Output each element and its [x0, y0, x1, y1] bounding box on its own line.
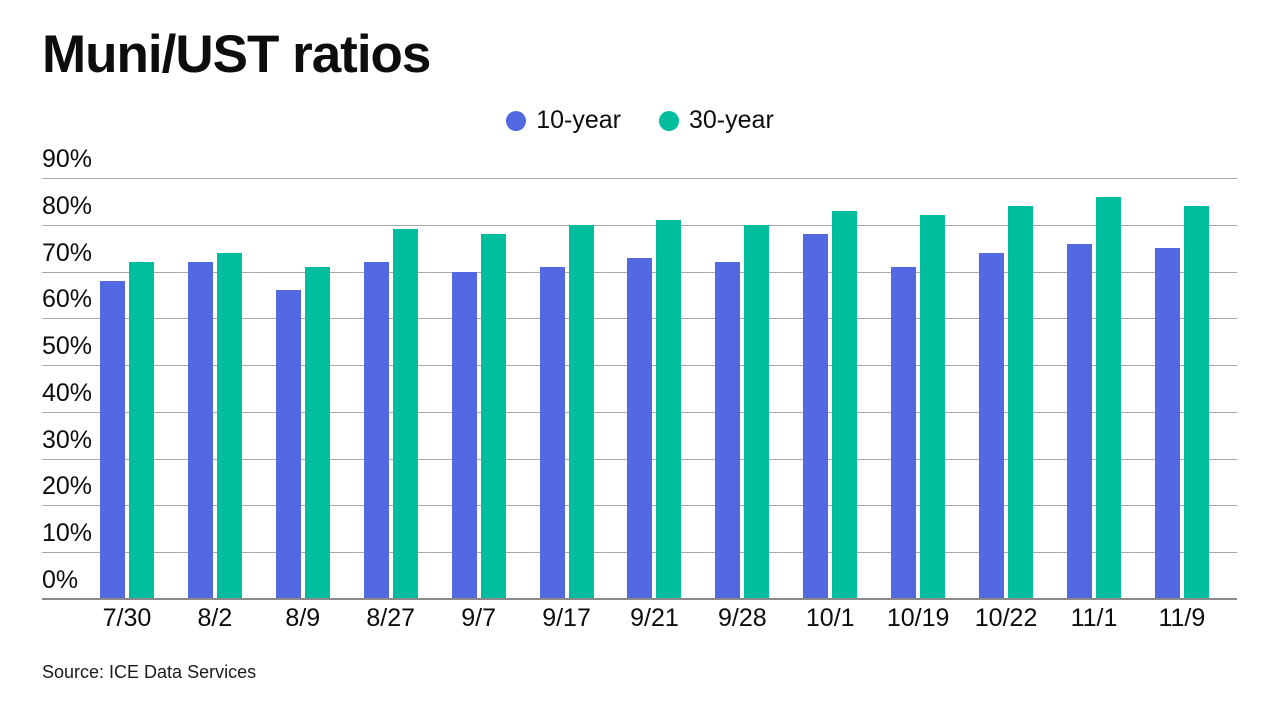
bar-group-8/27: [363, 178, 418, 599]
y-tick-label-60: 60%: [42, 285, 93, 314]
bar-group-9/28: [715, 178, 770, 599]
bar-10-year-8/27: [363, 262, 389, 599]
bar-group-8/2: [187, 178, 242, 599]
bar-10-year-9/28: [715, 262, 741, 599]
bar-30-year-10/19: [920, 215, 946, 599]
y-tick-label-40: 40%: [42, 378, 93, 407]
y-tick-label-80: 80%: [42, 191, 93, 220]
chart-plot: 0% 10% 20% 30% 40% 50% 60% 70% 80% 90%: [42, 147, 1237, 600]
x-axis-labels: 7/30 8/2 8/9 8/27 9/7 9/17 9/21 9/28 10/1 10/19 10…: [100, 604, 1209, 633]
x-tick-label-9/17: 9/17: [542, 604, 591, 632]
bar-30-year-8/27: [392, 229, 418, 599]
x-tick-label-8/2: 8/2: [197, 604, 233, 632]
legend-label-10-year: 10-year: [536, 106, 621, 134]
bar-group-11/1: [1066, 178, 1121, 599]
legend-item-30-year: 30-year: [659, 106, 774, 135]
x-tick-label-8/27: 8/27: [366, 604, 416, 632]
legend-dot-30-year-icon: [659, 110, 679, 131]
bar-10-year-9/21: [627, 257, 653, 599]
bar-group-11/9: [1154, 178, 1209, 599]
bar-30-year-9/28: [744, 224, 770, 599]
bar-10-year-7/30: [100, 280, 125, 599]
bar-10-year-11/9: [1154, 248, 1180, 599]
x-axis-line: [42, 598, 1237, 600]
bar-10-year-9/17: [539, 266, 565, 599]
bar-30-year-10/22: [1008, 206, 1034, 599]
y-tick-label-50: 50%: [42, 332, 93, 361]
legend-item-10-year: 10-year: [506, 106, 621, 135]
gridline-80: [42, 224, 1237, 226]
x-tick-label-11/9: 11/9: [1158, 604, 1206, 632]
bar-10-year-11/1: [1066, 243, 1092, 599]
bar-group-7/30: [100, 178, 154, 599]
bar-10-year-9/7: [451, 271, 477, 599]
y-tick-label-30: 30%: [42, 425, 93, 454]
x-tick-label-11/1: 11/1: [1070, 604, 1118, 632]
y-tick-label-20: 20%: [42, 472, 93, 501]
source-credit: Source: ICE Data Services: [42, 662, 257, 682]
x-tick-label-8/9: 8/9: [285, 604, 321, 632]
bar-group-9/21: [627, 178, 682, 599]
x-tick-label-10/1: 10/1: [805, 604, 855, 632]
y-tick-label-70: 70%: [42, 238, 93, 267]
x-tick-label-10/22: 10/22: [974, 604, 1038, 632]
page-title: Muni/UST ratios: [42, 25, 431, 84]
x-tick-label-9/7: 9/7: [461, 604, 496, 632]
x-tick-label-10/19: 10/19: [886, 604, 950, 632]
bar-30-year-8/9: [304, 266, 330, 599]
bar-30-year-9/17: [568, 224, 594, 599]
legend-dot-10-year-icon: [506, 110, 527, 131]
bar-10-year-8/9: [275, 290, 301, 599]
x-tick-label-9/28: 9/28: [718, 604, 767, 632]
y-tick-label-90: 90%: [42, 145, 93, 173]
bar-group-9/7: [451, 178, 506, 599]
bar-10-year-10/19: [891, 266, 917, 599]
gridline-90: [42, 178, 1237, 179]
x-tick-label-9/21: 9/21: [630, 604, 679, 632]
bar-group-10/22: [979, 178, 1034, 599]
bar-10-year-10/1: [803, 234, 829, 599]
bar-group-10/19: [891, 178, 946, 599]
bar-30-year-9/7: [480, 234, 506, 599]
bar-10-year-10/22: [979, 252, 1005, 599]
bar-30-year-10/1: [832, 210, 858, 599]
bar-group-10/1: [803, 178, 858, 599]
bar-30-year-11/9: [1183, 206, 1209, 599]
bar-30-year-7/30: [129, 262, 154, 599]
y-tick-label-10: 10%: [42, 519, 93, 548]
bar-group-8/9: [275, 178, 330, 599]
legend: 10-year 30-year: [0, 106, 1280, 135]
bar-30-year-9/21: [656, 220, 682, 599]
bar-30-year-11/1: [1095, 196, 1121, 599]
bar-series-container: [100, 178, 1209, 599]
bar-group-9/17: [539, 178, 594, 599]
bar-10-year-8/2: [187, 262, 213, 599]
bar-30-year-8/2: [216, 252, 242, 599]
y-tick-label-0: 0%: [42, 566, 79, 594]
legend-label-30-year: 30-year: [689, 106, 774, 134]
x-tick-label-7/30: 7/30: [102, 604, 152, 632]
